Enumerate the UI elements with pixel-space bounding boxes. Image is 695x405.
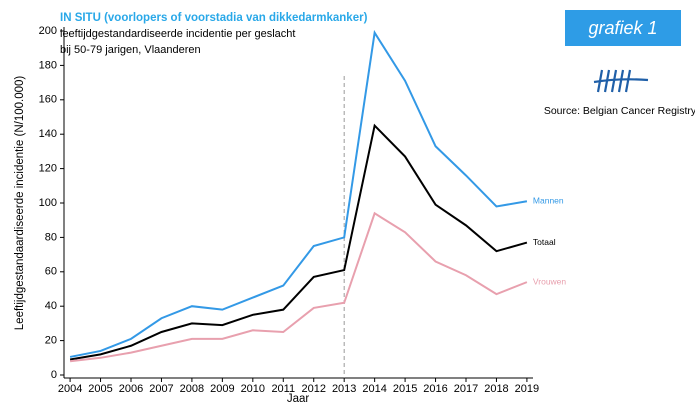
x-tick-label: 2011 xyxy=(271,383,295,395)
y-axis-label: Leeftijdgestandaardiseerde incidentie (N… xyxy=(14,76,26,331)
badge: grafiek 1 xyxy=(588,18,657,38)
source: Source: Belgian Cancer Registry xyxy=(544,105,695,117)
x-tick-label: 2009 xyxy=(210,383,234,395)
x-tick-label: 2015 xyxy=(393,383,417,395)
line-series xyxy=(69,123,528,361)
subtitle: leeftijdgestandardiseerde incidentie per… xyxy=(60,28,295,40)
logo xyxy=(593,69,649,93)
x-tick-label: 2014 xyxy=(362,383,386,395)
y-tick-label: 200 xyxy=(39,25,57,37)
series-label: Totaal xyxy=(533,237,556,247)
y-tick-label: 0 xyxy=(51,369,57,381)
x-tick-label: 2013 xyxy=(332,383,356,395)
y-tick-label: 160 xyxy=(39,94,57,106)
x-tick-label: 2017 xyxy=(454,383,478,395)
y-tick-label: 80 xyxy=(45,231,57,243)
x-tick-label: 2007 xyxy=(149,383,173,395)
y-tick-label: 60 xyxy=(45,266,57,278)
x-tick-label: 2005 xyxy=(88,383,112,395)
y-tick-label: 120 xyxy=(39,163,57,175)
y-tick-label: 20 xyxy=(45,335,57,347)
x-tick-label: 2019 xyxy=(515,383,539,395)
x-tick-label: 2012 xyxy=(301,383,325,395)
chart-title: IN SITU (voorlopers of voorstadia van di… xyxy=(60,12,368,24)
subtitle: bij 50-79 jarigen, Vlaanderen xyxy=(60,44,201,56)
x-tick-label: 2006 xyxy=(119,383,143,395)
x-axis-label: Jaar xyxy=(287,393,310,405)
y-tick-label: 100 xyxy=(39,197,57,209)
x-tick-label: 2008 xyxy=(180,383,204,395)
x-tick-label: 2010 xyxy=(241,383,265,395)
series-label: Vrouwen xyxy=(533,276,567,286)
y-tick-label: 180 xyxy=(39,59,57,71)
series-label: Mannen xyxy=(533,196,564,206)
x-tick-label: 2018 xyxy=(484,383,508,395)
badge-box xyxy=(565,10,681,46)
x-tick-label: 2004 xyxy=(58,383,82,395)
y-tick-label: 40 xyxy=(45,300,57,312)
line-series xyxy=(69,29,528,358)
x-tick-label: 2016 xyxy=(423,383,447,395)
line-series xyxy=(69,211,528,363)
y-tick-label: 140 xyxy=(39,128,57,140)
